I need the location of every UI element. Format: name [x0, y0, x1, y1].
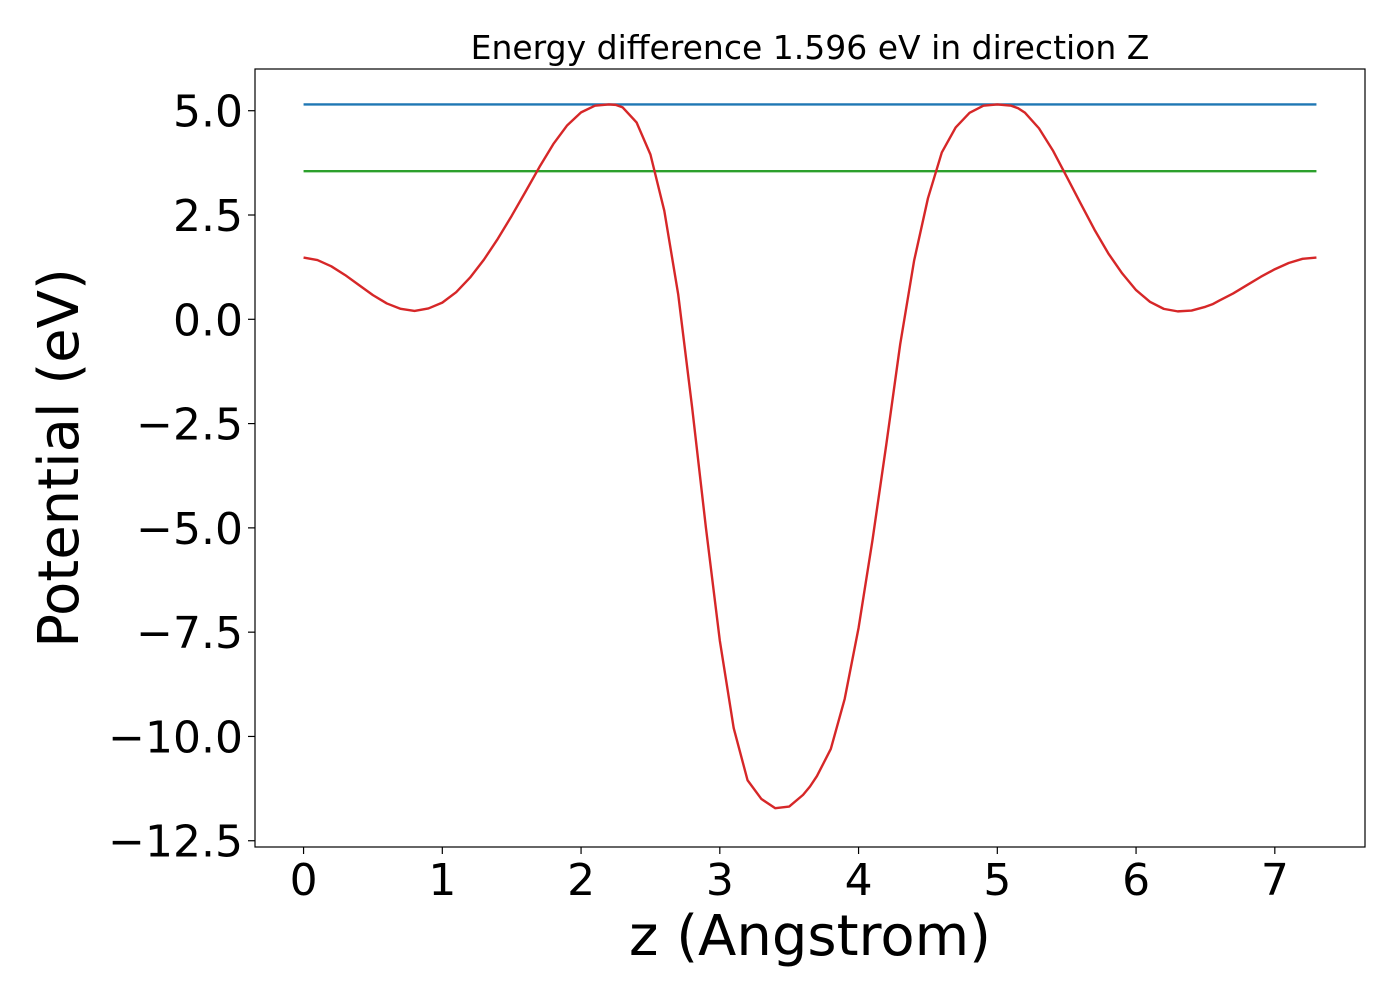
y-axis-label: Potential (eV): [27, 268, 92, 648]
x-tick-label: 4: [845, 855, 873, 906]
x-axis-ticks: 0 1 2 3 4 5 6 7: [290, 847, 1289, 906]
x-tick-label: 3: [706, 855, 734, 906]
y-tick-label: −2.5: [136, 400, 243, 451]
x-tick-label: 1: [428, 855, 456, 906]
x-tick-label: 2: [567, 855, 595, 906]
y-tick-label: −5.0: [136, 504, 243, 555]
series-layer: [303, 103, 1317, 810]
y-tick-label: −7.5: [136, 608, 243, 659]
y-tick-label: 5.0: [173, 87, 243, 138]
x-axis-label: z (Angstrom): [629, 904, 991, 969]
chart-title: Energy difference 1.596 eV in direction …: [471, 28, 1150, 67]
x-tick-label: 5: [983, 855, 1011, 906]
x-tick-label: 0: [290, 855, 318, 906]
y-axis-ticks: 5.0 2.5 0.0 −2.5 −5.0 −7.5 −10.0 −12.5: [108, 87, 255, 868]
x-tick-label: 7: [1261, 855, 1289, 906]
x-tick-label: 6: [1122, 855, 1150, 906]
series-line-2: [303, 103, 1317, 810]
y-tick-label: −12.5: [108, 817, 243, 868]
y-tick-label: 0.0: [173, 295, 243, 346]
y-tick-label: −10.0: [108, 712, 243, 763]
y-tick-label: 2.5: [173, 191, 243, 242]
plot-frame: [254, 68, 1366, 848]
